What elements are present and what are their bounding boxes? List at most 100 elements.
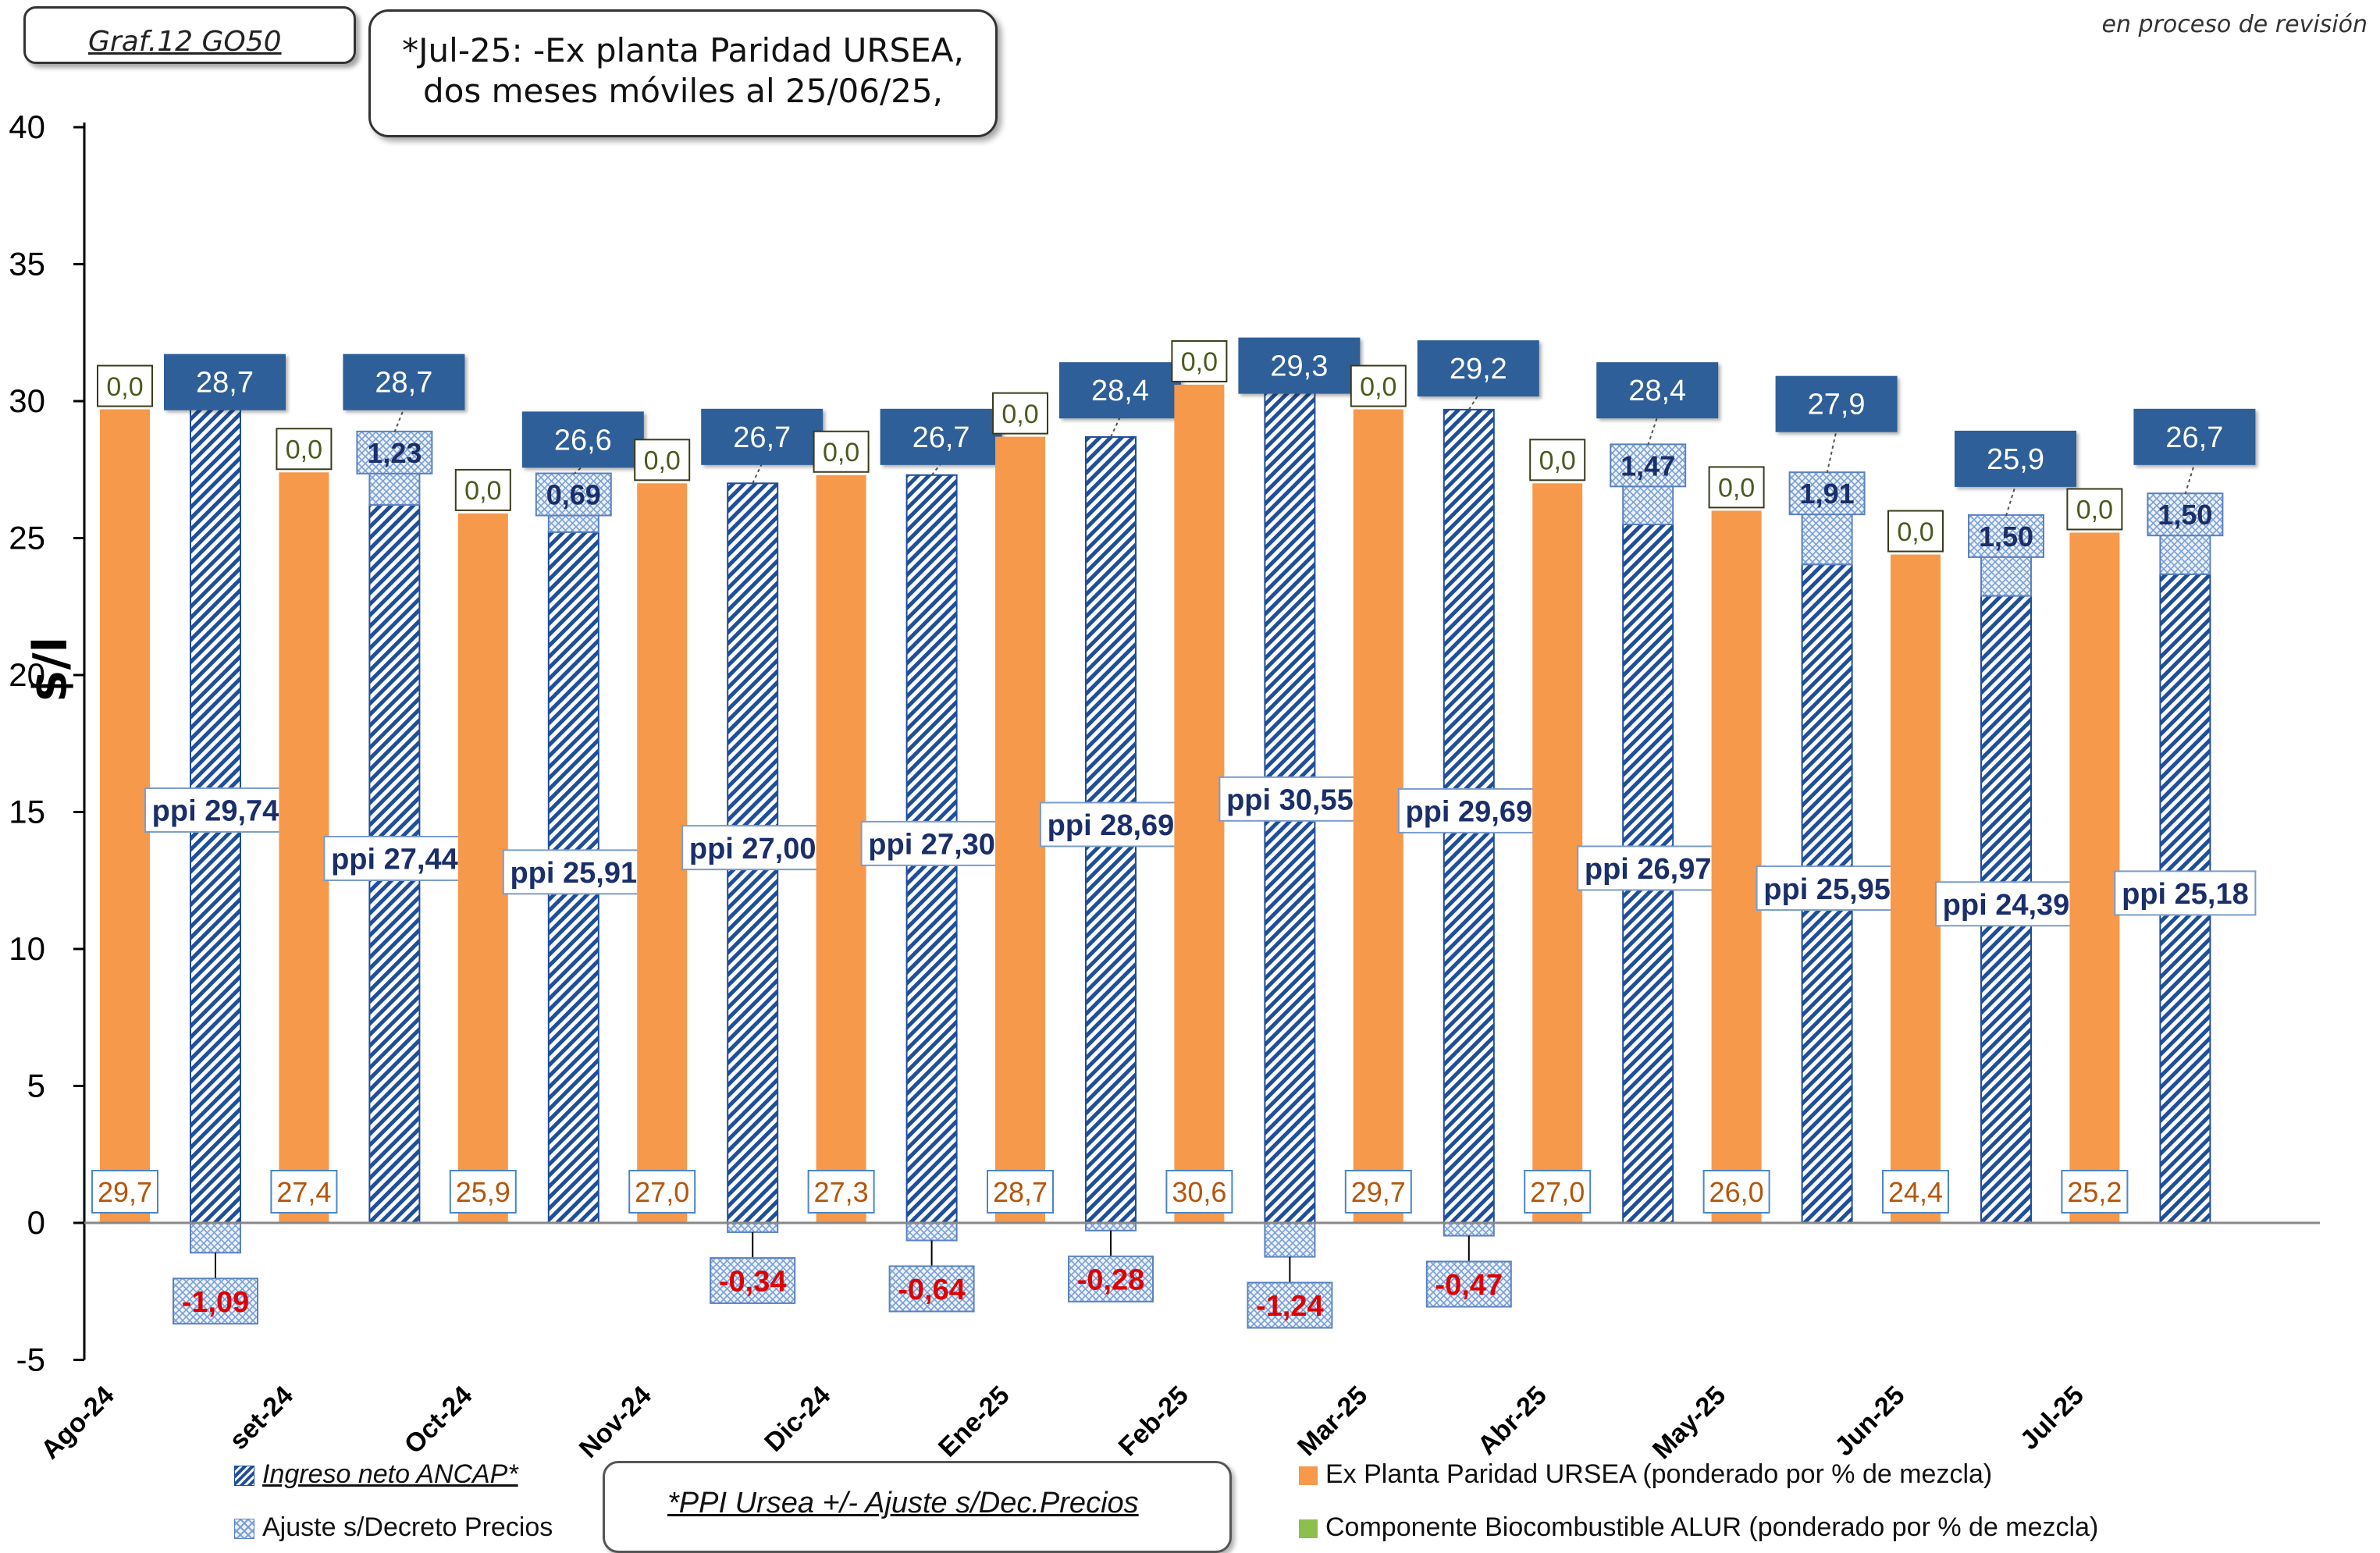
x-tick-label: Ene-25: [933, 1381, 1016, 1463]
x-tick-label: Jul-25: [2015, 1381, 2090, 1455]
ajuste-data-label: -0,34: [719, 1266, 787, 1299]
bio-data-label: 0,0: [644, 446, 681, 476]
x-tick-label: Nov-24: [574, 1381, 657, 1464]
ajuste-data-label-box: [888, 1265, 975, 1313]
total-data-label: 28,4: [1628, 375, 1686, 407]
ajuste-data-label: 1,23: [367, 437, 422, 469]
bar-ajuste: [1980, 553, 2032, 597]
revision-note: en proceso de revisión: [2101, 11, 2368, 38]
bar-ex-planta: [1353, 409, 1403, 1223]
total-box: [701, 408, 824, 465]
y-tick-label: 0: [27, 1204, 45, 1241]
y-tick-label: 10: [9, 930, 45, 967]
total-leader-line: [752, 463, 763, 484]
bar-ajuste: [190, 1222, 241, 1254]
total-data-label: 26,7: [733, 421, 791, 454]
ajuste-data-label: 1,50: [1979, 521, 2033, 553]
legend-ingreso-swatch: [234, 1466, 254, 1487]
bio-data-label: 0,0: [1539, 446, 1576, 476]
bio-data-label: 0,0: [464, 476, 501, 506]
plot-area: -5 0 5 10 15 20 25 30 35 40 29,7 0,0 ppi 29,74 -1,09 2…: [9, 108, 2320, 1465]
ppi-data-label: ppi 27,30: [868, 829, 995, 862]
ajuste-data-label: -0,47: [1435, 1269, 1503, 1302]
bar-ajuste: [2159, 532, 2211, 575]
total-leader-line: [2184, 463, 2196, 495]
x-tick-label: Feb-25: [1113, 1381, 1194, 1462]
total-data-label: 26,7: [913, 421, 970, 454]
ppi-data-label: ppi 25,91: [510, 857, 637, 890]
ppi-data-label-box: [1577, 845, 1720, 891]
ex-planta-data-label: 30,6: [1172, 1176, 1226, 1208]
ex-planta-data-label: 27,4: [276, 1176, 331, 1208]
bar-ex-planta: [2069, 532, 2120, 1223]
total-data-label: 26,7: [2165, 421, 2223, 454]
note-box: *Jul-25: -Ex planta Paridad URSEA, dos m…: [368, 9, 998, 137]
ajuste-data-label: 1,91: [1800, 478, 1855, 510]
x-tick-label: Dic-24: [759, 1381, 836, 1458]
bio-data-label: 0,0: [1001, 400, 1038, 429]
legend-bio-label: Componente Biocombustible ALUR (ponderad…: [1325, 1512, 2099, 1542]
total-box: [343, 354, 465, 410]
ajuste-data-label: 1,50: [2158, 499, 2212, 531]
ppi-data-label: ppi 27,00: [689, 833, 816, 865]
legend-ajuste: Ajuste s/Decreto Precios: [234, 1512, 553, 1543]
legend-bio: Componente Biocombustible ALUR (ponderad…: [1299, 1512, 2098, 1543]
total-box: [1955, 430, 2076, 487]
ex-planta-data-label-box: [1882, 1170, 1949, 1214]
ex-planta-data-label: 27,3: [814, 1176, 869, 1208]
y-tick-label: 25: [9, 520, 45, 556]
total-data-label: 27,9: [1808, 389, 1866, 421]
legend-ajuste-label: Ajuste s/Decreto Precios: [262, 1512, 553, 1542]
y-axis-label: $/l: [23, 636, 78, 702]
total-box: [164, 354, 286, 410]
ex-planta-data-label: 25,2: [2067, 1176, 2122, 1208]
ex-planta-data-label-box: [807, 1170, 875, 1214]
x-tick-label: Ago-24: [35, 1381, 119, 1465]
total-box: [1238, 337, 1361, 394]
ppi-data-label-box: [1218, 776, 1361, 822]
total-box: [1059, 362, 1181, 419]
ex-planta-data-label-box: [1165, 1170, 1233, 1214]
ppi-data-label: ppi 30,55: [1226, 784, 1354, 817]
ppi-data-label-box: [1397, 787, 1540, 833]
bio-data-label: 0,0: [106, 372, 143, 402]
ppi-data-label: ppi 28,69: [1048, 809, 1175, 842]
bar-ajuste: [727, 1222, 779, 1233]
bio-data-label: 0,0: [1181, 347, 1218, 377]
bio-data-label: 0,0: [1360, 372, 1396, 402]
ajuste-data-label: -1,09: [182, 1286, 250, 1319]
ex-planta-data-label-box: [270, 1170, 338, 1214]
bar-ex-planta: [995, 436, 1045, 1223]
ex-planta-data-label-box: [987, 1170, 1054, 1214]
bar-ajuste: [1443, 1222, 1495, 1237]
y-tick-label: 30: [9, 382, 45, 419]
ex-planta-data-label: 27,0: [1530, 1176, 1585, 1208]
legend-ingreso-label: Ingreso neto ANCAP*: [262, 1459, 518, 1489]
graf-tag-label: Graf.12 GO50: [88, 26, 282, 58]
total-box: [1596, 362, 1719, 419]
total-leader-line: [2005, 485, 2016, 517]
bio-data-label: 0,0: [2076, 496, 2113, 525]
bio-data-label-box: [1350, 364, 1407, 407]
bio-data-label-box: [276, 428, 333, 471]
ppi-note-box: *PPI Ursea +/- Ajuste s/Dec.Precios: [603, 1461, 1232, 1553]
ajuste-data-label-box: [1610, 443, 1687, 488]
total-data-label: 28,7: [196, 367, 254, 400]
ex-planta-data-label: 26,0: [1709, 1176, 1764, 1208]
bio-data-label: 0,0: [823, 438, 859, 467]
ppi-data-label: ppi 25,95: [1763, 873, 1891, 906]
bar-ajuste: [905, 1222, 958, 1242]
bar-ex-planta: [637, 483, 688, 1223]
ppi-data-label-box: [1756, 865, 1898, 912]
ajuste-data-label-box: [1968, 514, 2044, 558]
x-tick-label: Mar-25: [1292, 1381, 1373, 1462]
ex-planta-data-label-box: [449, 1170, 517, 1214]
ex-planta-data-label-box: [1524, 1170, 1592, 1214]
note-line-2: dos meses móviles al 25/06/25,: [423, 72, 943, 110]
total-data-label: 29,2: [1450, 353, 1507, 386]
ex-planta-data-label-box: [1344, 1170, 1412, 1214]
ajuste-data-label-box: [2147, 492, 2224, 537]
ex-planta-data-label: 29,7: [98, 1176, 152, 1208]
total-leader-line: [1467, 394, 1479, 410]
